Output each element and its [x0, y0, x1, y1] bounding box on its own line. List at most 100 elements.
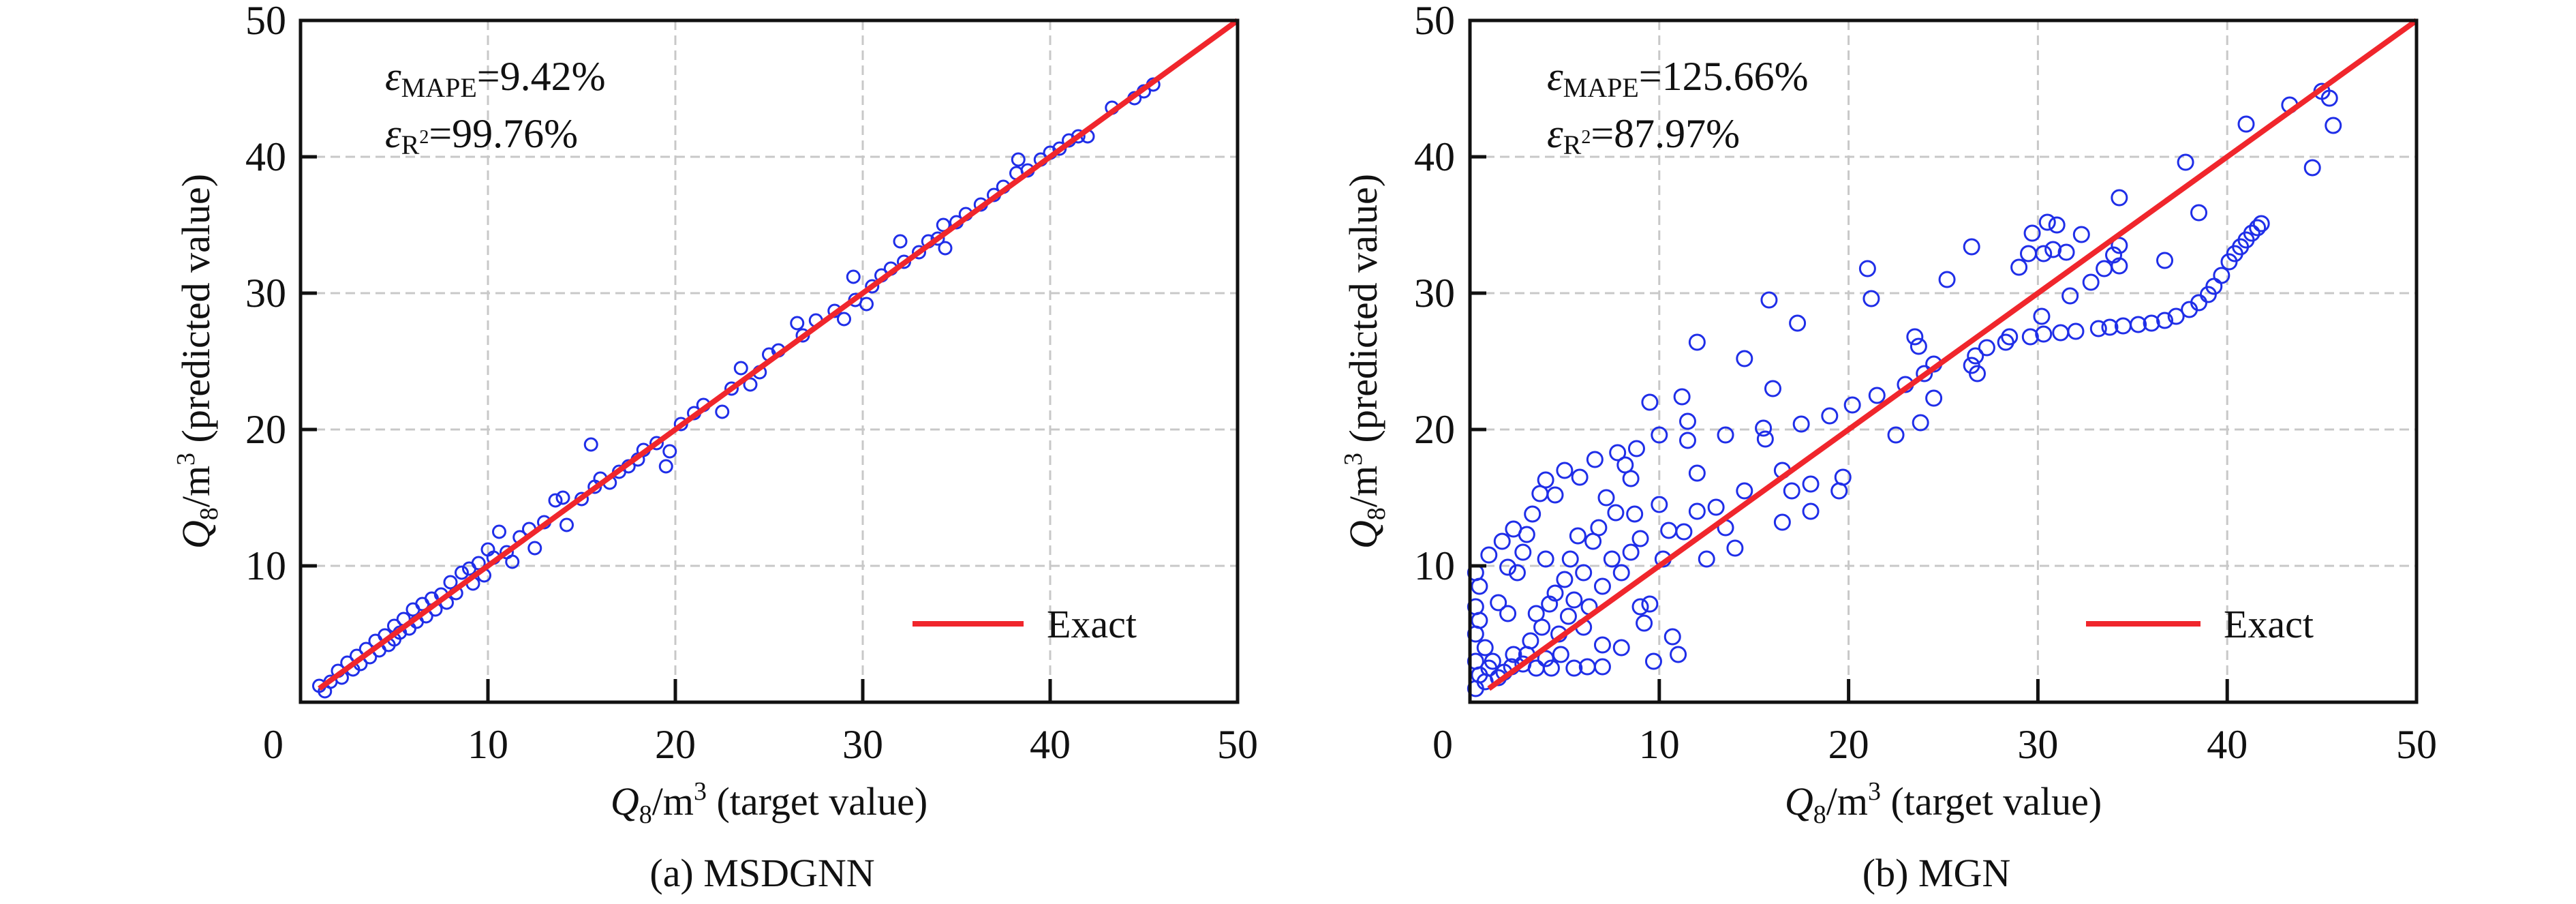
- data-point: [1644, 652, 1662, 670]
- x-axis-label: Q8/m3 (target value): [1785, 777, 2102, 829]
- data-point: [2243, 224, 2260, 242]
- data-point: [1514, 543, 1532, 561]
- data-point: [1593, 577, 1611, 595]
- x-tick-label: 40: [1030, 722, 1071, 767]
- data-point: [662, 444, 677, 459]
- data-point: [938, 241, 953, 256]
- data-point: [1726, 539, 1744, 557]
- data-point: [1556, 462, 1574, 479]
- data-point: [2303, 159, 2321, 177]
- data-point: [1912, 414, 1929, 432]
- data-point: [1575, 564, 1593, 582]
- data-point: [2057, 243, 2075, 261]
- data-point: [1612, 639, 1630, 657]
- data-point: [1938, 271, 1956, 288]
- data-point: [1533, 618, 1551, 636]
- mape-annotation: εMAPE=9.42%: [385, 54, 606, 103]
- data-point: [1651, 496, 1668, 513]
- data-point: [1546, 584, 1564, 602]
- x-tick-label: 30: [2017, 722, 2058, 767]
- data-point: [1484, 652, 1501, 670]
- data-point: [2072, 226, 2090, 243]
- data-point: [2249, 219, 2267, 237]
- data-point: [1593, 658, 1611, 676]
- x-tick-label: 30: [842, 722, 883, 767]
- panel-caption: (b) MGN: [1862, 851, 2010, 895]
- data-point: [658, 459, 673, 474]
- y-tick-label: 50: [1414, 0, 1455, 43]
- data-point: [1493, 532, 1511, 550]
- data-point: [1969, 365, 1987, 382]
- y-tick-label: 10: [245, 543, 286, 588]
- data-point: [846, 269, 861, 284]
- data-point: [505, 554, 520, 569]
- data-point: [1522, 632, 1539, 650]
- data-point: [1537, 650, 1554, 667]
- data-point: [2033, 307, 2051, 325]
- y-tick-label: 40: [245, 134, 286, 179]
- data-point: [1622, 470, 1640, 487]
- data-point: [2089, 320, 2107, 337]
- data-point: [2252, 215, 2270, 232]
- plot-frame: [298, 18, 1240, 704]
- data-point: [1480, 546, 1498, 564]
- data-point: [1910, 337, 1927, 355]
- data-point: [1641, 393, 1659, 411]
- data-point: [1688, 502, 1706, 520]
- data-point: [1622, 543, 1640, 561]
- legend: Exact: [913, 602, 1137, 646]
- exact-line: [1487, 18, 2419, 691]
- y-axis-label: Q8/m3 (predicted value): [172, 174, 224, 549]
- data-point: [1556, 571, 1574, 588]
- data-point: [1636, 614, 1653, 632]
- data-point: [1887, 426, 1905, 444]
- y-tick-label: 20: [1414, 407, 1455, 452]
- data-point: [2111, 189, 2128, 207]
- data-point: [1678, 412, 1696, 430]
- data-point: [715, 404, 730, 419]
- data-point: [1651, 426, 1668, 444]
- data-point: [443, 575, 458, 590]
- data-point: [2023, 224, 2041, 242]
- data-point: [455, 565, 469, 580]
- data-point: [1603, 550, 1621, 568]
- data-point: [2020, 245, 2038, 262]
- data-point: [1792, 415, 1810, 433]
- data-point: [743, 377, 758, 392]
- data-point: [1546, 486, 1564, 504]
- data-point: [1505, 646, 1522, 663]
- x-tick-label: 10: [467, 722, 508, 767]
- data-point: [1559, 607, 1577, 625]
- plot-frame: [1468, 18, 2419, 704]
- data-point: [2213, 267, 2230, 284]
- data-point: [1593, 636, 1611, 654]
- data-point: [1631, 598, 1649, 616]
- data-point: [1607, 504, 1625, 522]
- data-point: [790, 316, 805, 331]
- data-point: [1569, 527, 1586, 545]
- data-point: [1071, 129, 1086, 144]
- data-point: [527, 541, 542, 556]
- data-point: [1670, 646, 1687, 663]
- data-point: [1967, 347, 1984, 365]
- data-point: [1631, 530, 1649, 547]
- panel-mgn: 0 10 20 30 40 50 10 20 30 40 50 Q8/m3 (target value…: [1339, 0, 2437, 895]
- data-point: [1673, 388, 1691, 406]
- data-point: [1963, 238, 1980, 256]
- y-tick-label: 40: [1414, 134, 1455, 179]
- data-point: [1537, 471, 1554, 489]
- legend-label: Exact: [1047, 602, 1137, 646]
- data-point: [1698, 550, 1715, 568]
- data-point: [1783, 482, 1800, 500]
- data-point: [2111, 237, 2128, 254]
- data-point: [1802, 475, 1820, 493]
- data-point: [1834, 468, 1852, 486]
- data-point: [1471, 577, 1488, 595]
- data-point: [865, 279, 880, 294]
- mape-annotation: εMAPE=125.66%: [1547, 54, 1809, 103]
- data-point: [2001, 328, 2019, 346]
- data-point: [1821, 407, 1839, 425]
- data-point: [1552, 646, 1569, 663]
- data-point: [1590, 519, 1608, 537]
